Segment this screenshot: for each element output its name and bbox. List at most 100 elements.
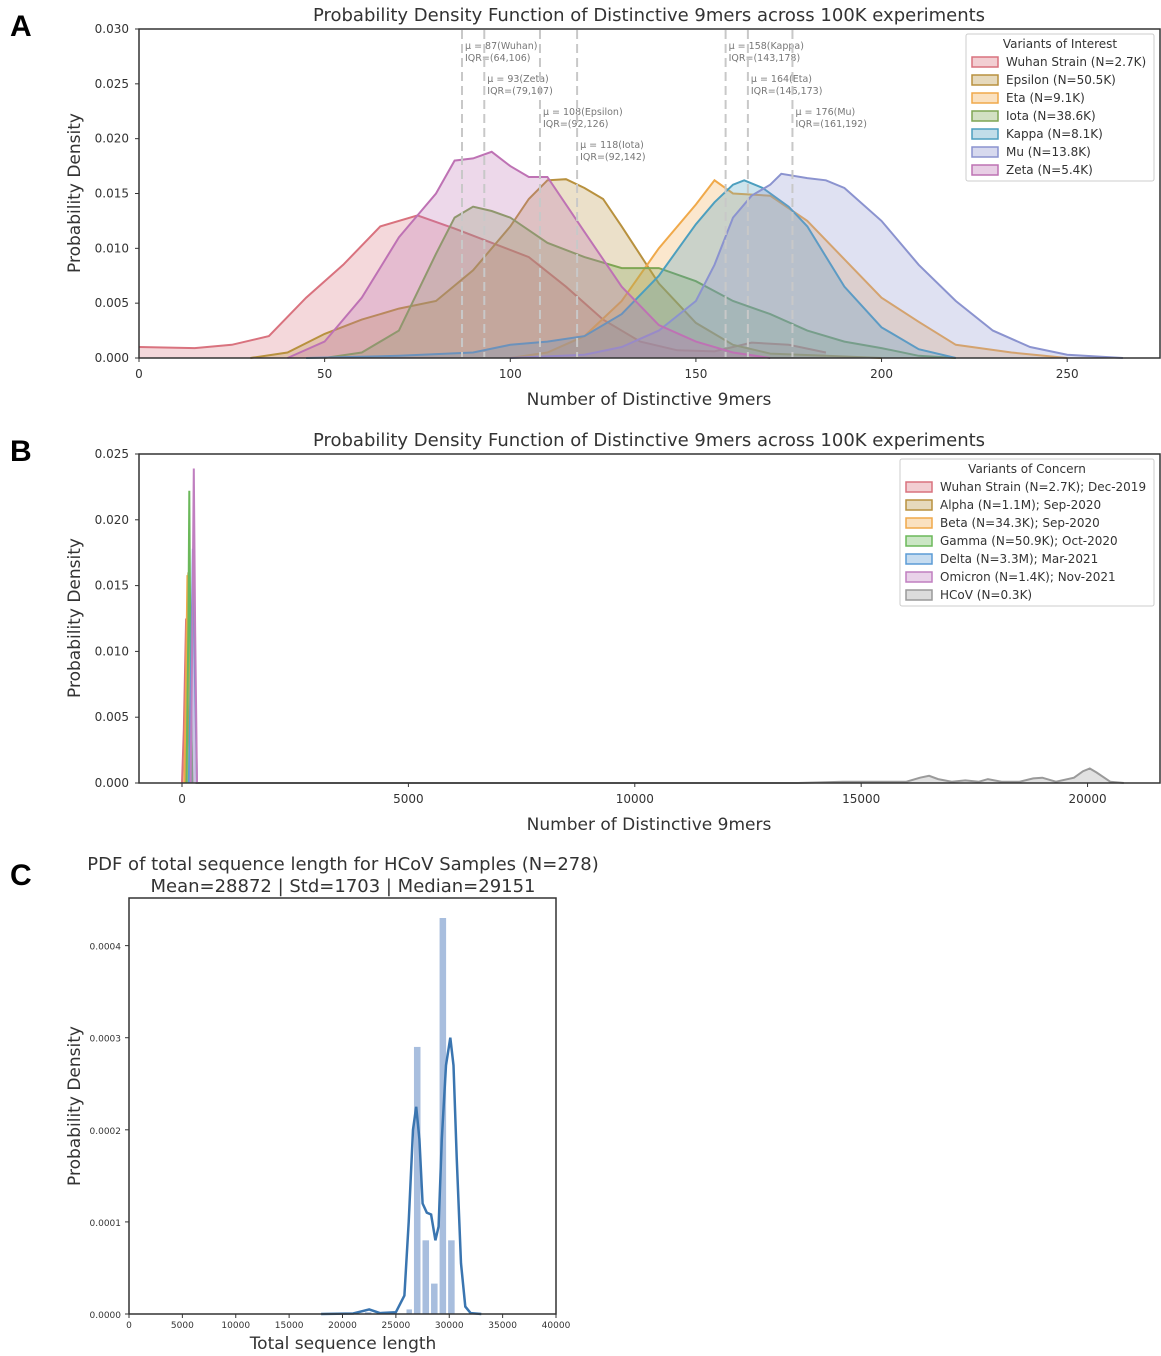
panel-c-bar-4 [431, 1283, 438, 1314]
a-x-tick-label-3: 150 [684, 367, 707, 381]
panel-a-series-1-line [250, 178, 882, 359]
c-y-tick-label-4: 0.0004 [90, 943, 122, 953]
panel-a-series-group [138, 150, 1123, 359]
panel-b-x-ticks: 0 5000 10000 15000 20000 [178, 783, 1107, 806]
panel-a-series-6-line [287, 150, 771, 359]
panel-c-bar-1 [406, 1309, 412, 1314]
panel-letter-c: C [10, 859, 32, 892]
panel-a-y-axis-label: Probability Density [65, 113, 85, 273]
panel-b-legend-swatch-1 [905, 499, 933, 511]
panel-a-annotation-iqr-1: IQR=(79,107) [487, 86, 553, 97]
panel-c-x-axis-label: Total sequence length [249, 1334, 437, 1354]
panel-a-annotation-mean-1: μ = 93(Zeta) [487, 74, 548, 85]
panel-a-legend-swatch-0 [971, 56, 999, 68]
panel-b-legend-swatch-0 [905, 481, 933, 493]
panel-a-legend-label-5: Mu (N=13.8K) [1006, 145, 1091, 159]
panel-a-chart: Probability Density Function of Distinct… [65, 5, 1161, 410]
a-y-tick-label-2: 0.010 [95, 241, 129, 255]
a-x-tick-label-0: 0 [135, 367, 143, 381]
panel-letter-a: A [10, 10, 32, 43]
c-y-tick-label-2: 0.0002 [90, 1127, 122, 1137]
panel-a-legend-swatch-6 [971, 164, 999, 176]
b-y-tick-label-1: 0.005 [95, 710, 129, 724]
panel-b-legend-swatch-5 [905, 571, 933, 583]
panel-a-legend-swatch-3 [971, 110, 999, 122]
panel-b-legend: Variants of Concern Wuhan Strain (N=2.7K… [899, 458, 1155, 607]
panel-a-legend-label-6: Zeta (N=5.4K) [1006, 163, 1093, 177]
b-y-tick-label-4: 0.020 [95, 513, 129, 527]
panel-b-legend-swatch-3 [905, 535, 933, 547]
panel-a-annotation-iqr-5: IQR=(146,173) [751, 86, 823, 97]
panel-a-legend-box [965, 33, 1155, 182]
panel-b-y-ticks: 0.000 0.005 0.010 0.015 0.020 0.025 [95, 447, 139, 790]
panel-b-legend-swatch-4 [905, 553, 933, 565]
panel-c-subtitle: Mean=28872 | Std=1703 | Median=29151 [150, 876, 535, 897]
panel-a-series-3-line [324, 205, 956, 359]
panel-a-series-0-line [138, 214, 827, 354]
b-x-tick-label-2: 10000 [616, 792, 654, 806]
panel-b-legend-label-3: Gamma (N=50.9K); Oct-2020 [940, 534, 1118, 548]
panel-a-y-ticks: 0.000 0.005 0.010 0.015 0.020 0.025 0.030 [95, 22, 139, 365]
panel-a-series-3-area [324, 206, 956, 358]
c-x-tick-label-4: 20000 [328, 1321, 357, 1331]
panel-c-bar-2 [413, 1046, 421, 1314]
panel-a-title: Probability Density Function of Distinct… [313, 5, 985, 26]
panel-c-bar-0 [364, 1312, 372, 1314]
panel-a-annotation-mean-5: μ = 164(Eta) [751, 74, 812, 85]
panel-b-series-5-line [189, 468, 198, 784]
b-x-tick-label-4: 20000 [1068, 792, 1106, 806]
panel-a-legend-label-1: Epsilon (N=50.5K) [1006, 73, 1116, 87]
c-x-tick-label-3: 15000 [275, 1321, 304, 1331]
c-x-tick-label-7: 35000 [488, 1321, 517, 1331]
panel-b-y-axis-label: Probability Density [65, 538, 85, 698]
panel-c-y-axis-label: Probability Density [65, 1026, 85, 1186]
panel-b-legend-label-6: HCoV (N=0.3K) [940, 588, 1032, 602]
panel-c-y-ticks: 0.0000 0.0001 0.0002 0.0003 0.0004 [90, 943, 129, 1321]
panel-a-legend-label-3: Iota (N=38.6K) [1006, 109, 1096, 123]
c-x-tick-label-0: 0 [126, 1321, 132, 1331]
panel-c-bar-3 [422, 1240, 430, 1314]
a-x-tick-label-1: 50 [317, 367, 332, 381]
panel-a-legend-swatch-5 [971, 146, 999, 158]
c-y-tick-label-3: 0.0003 [90, 1035, 122, 1045]
panel-a-legend-swatch-4 [971, 128, 999, 140]
a-y-tick-label-5: 0.025 [95, 77, 129, 91]
panel-a-series-6-area [287, 151, 771, 358]
panel-a-series-2-area [510, 180, 1068, 358]
panel-b-legend-box [899, 458, 1155, 607]
panel-a-series-4-line [306, 179, 957, 359]
panel-b-series-6-area [195, 768, 1124, 783]
panel-a-series-5-area [510, 173, 1123, 358]
panel-b-plot-frame [138, 453, 1161, 784]
c-x-tick-label-8: 40000 [542, 1321, 571, 1331]
panel-letter-b: B [10, 435, 32, 468]
panel-c-x-ticks: 0 5000 10000 15000 20000 25000 30000 35000 40000 [126, 1314, 571, 1331]
panel-a-legend: Variants of Interest Wuhan Strain (N=2.7… [965, 33, 1155, 182]
panel-b-chart: Probability Density Function of Distinct… [65, 430, 1161, 835]
b-x-tick-label-1: 5000 [393, 792, 424, 806]
panel-a-annotation-mean-0: μ = 87(Wuhan) [465, 41, 537, 52]
panel-a-annotation-iqr-6: IQR=(161,192) [795, 119, 867, 130]
a-x-tick-label-5: 250 [1056, 367, 1079, 381]
b-y-tick-label-5: 0.025 [95, 447, 129, 461]
panel-a-annotation-mean-4: μ = 158(Kappa) [729, 41, 804, 52]
a-x-tick-label-2: 100 [499, 367, 522, 381]
panel-c-chart: PDF of total sequence length for HCoV Sa… [65, 854, 599, 1354]
a-y-tick-label-0: 0.000 [95, 351, 129, 365]
panel-a-legend-swatch-2 [971, 92, 999, 104]
panel-a-legend-label-2: Eta (N=9.1K) [1006, 91, 1085, 105]
panel-a-annotation-mean-3: μ = 118(Iota) [580, 140, 644, 151]
panel-c-plot-frame [128, 897, 557, 1315]
panel-a-annotation-iqr-4: IQR=(143,178) [729, 53, 801, 64]
panel-a-annotations: μ = 87(Wuhan)IQR=(64,106)μ = 93(Zeta)IQR… [461, 30, 867, 357]
a-y-tick-label-4: 0.020 [95, 132, 129, 146]
b-x-tick-label-3: 15000 [842, 792, 880, 806]
panel-a-legend-swatch-1 [971, 74, 999, 86]
panel-b-legend-swatch-6 [905, 589, 933, 601]
panel-a-series-5-line [510, 172, 1123, 359]
panel-c-histogram-bars [364, 918, 455, 1314]
panel-c-kde-curve-group [321, 1037, 482, 1316]
b-y-tick-label-0: 0.000 [95, 776, 129, 790]
panel-b-legend-label-2: Beta (N=34.3K); Sep-2020 [940, 516, 1100, 530]
